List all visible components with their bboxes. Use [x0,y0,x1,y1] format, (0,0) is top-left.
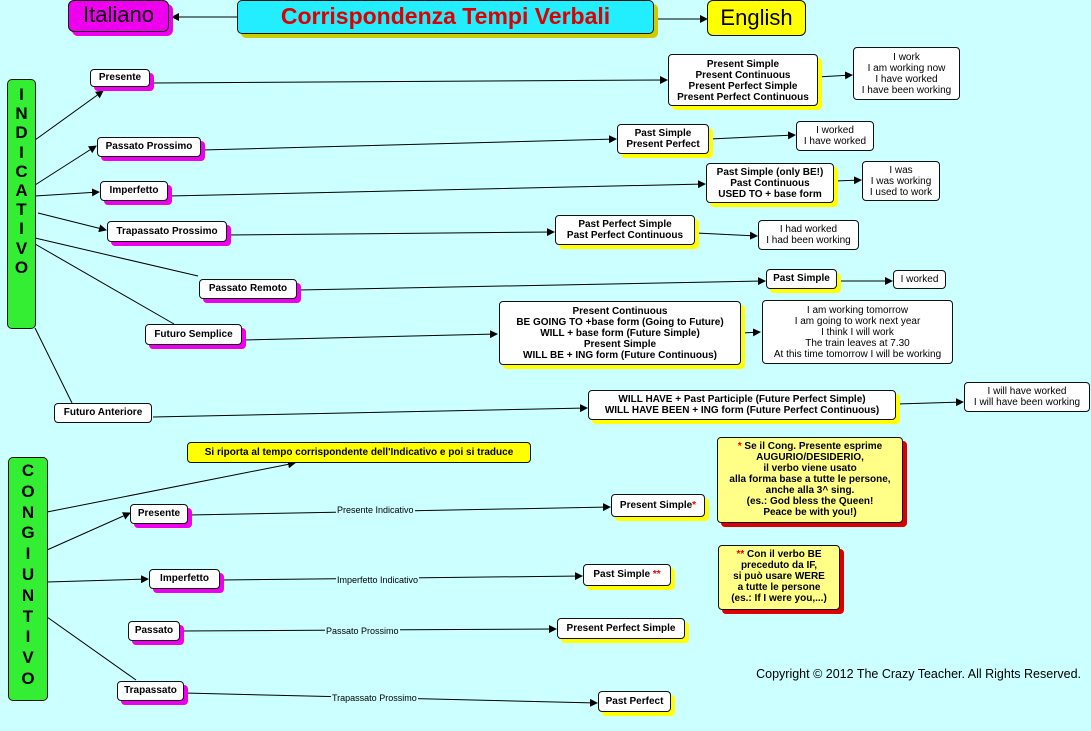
en-futuro-anteriore: WILL HAVE + Past Participle (Future Perf… [588,390,896,420]
indicativo-label: I N D I C A T I V O [7,79,36,329]
edge-label-trapassato-prossimo: Trapassato Prossimo [331,693,418,703]
copyright: Copyright © 2012 The Crazy Teacher. All … [756,667,1081,681]
italiano-box: Italiano [68,0,169,32]
cg-en-imperfetto-text: Past Simple [593,569,653,580]
ex-presente: I work I am working now I have worked I … [853,47,960,100]
cg-en-imperfetto-star: ** [652,569,661,580]
cg-en-trapassato: Past Perfect [598,691,671,712]
cg-en-presente: Present Simple* [611,494,705,517]
congiuntivo-label: C O N G I U N T I V O [8,457,48,701]
english-box: English [707,0,806,36]
en-presente: Present Simple Present Continuous Presen… [668,54,818,106]
ex-futuro-anteriore: I will have worked I will have been work… [964,382,1090,412]
note2-star: ** [736,549,745,560]
ex-passato-remoto: I worked [893,270,946,289]
it-passato-prossimo: Passato Prossimo [97,137,201,157]
note1-text: Se il Cong. Presente esprime AUGURIO/DES… [729,441,891,518]
note1-star: * [737,441,742,452]
cg-en-imperfetto: Past Simple ** [583,564,671,586]
en-imperfetto: Past Simple (only BE!) Past Continuous U… [706,163,834,203]
congiuntivo-rule: Si riporta al tempo corrispondente dell'… [187,442,531,463]
edge-label-passato-prossimo: Passato Prossimo [325,626,400,636]
en-passato-prossimo: Past Simple Present Perfect [617,124,709,154]
note-congiuntivo-imperfetto: ** Con il verbo BE preceduto da IF, si p… [718,545,840,610]
english-label: English [720,5,793,30]
note2-text: Con il verbo BE preceduto da IF, si può … [731,549,827,604]
it-trapassato-prossimo: Trapassato Prossimo [107,221,227,242]
italiano-label: Italiano [83,2,154,27]
cg-en-presente-star: * [692,500,697,511]
en-trapassato-prossimo: Past Perfect Simple Past Perfect Continu… [555,215,695,245]
en-passato-remoto: Past Simple [766,269,837,289]
ex-trapassato-prossimo: I had worked I had been working [758,220,859,250]
it-imperfetto: Imperfetto [100,181,168,201]
cg-presente: Presente [130,504,188,524]
en-futuro-semplice: Present Continuous BE GOING TO +base for… [499,301,741,365]
cg-en-passato: Present Perfect Simple [557,618,685,639]
note-congiuntivo-presente: * Se il Cong. Presente esprime AUGURIO/D… [717,437,903,523]
it-presente: Presente [90,69,150,87]
cg-passato: Passato [128,621,180,641]
cg-imperfetto: Imperfetto [149,569,220,589]
ex-futuro-semplice: I am working tomorrow I am going to work… [762,300,953,364]
page-title: Corrispondenza Tempi Verbali [237,0,654,34]
edge-label-imperfetto-indicativo: Imperfetto Indicativo [336,575,420,585]
it-passato-remoto: Passato Remoto [199,279,297,299]
ex-imperfetto: I was I was working I used to work [862,161,940,201]
cg-en-presente-text: Present Simple [619,500,693,511]
cg-trapassato: Trapassato [117,681,184,701]
edge-label-presente-indicativo: Presente Indicativo [336,505,415,515]
it-futuro-anteriore: Futuro Anteriore [54,403,152,423]
it-futuro-semplice: Futuro Semplice [145,324,242,345]
ex-passato-prossimo: I worked I have worked [796,121,874,151]
